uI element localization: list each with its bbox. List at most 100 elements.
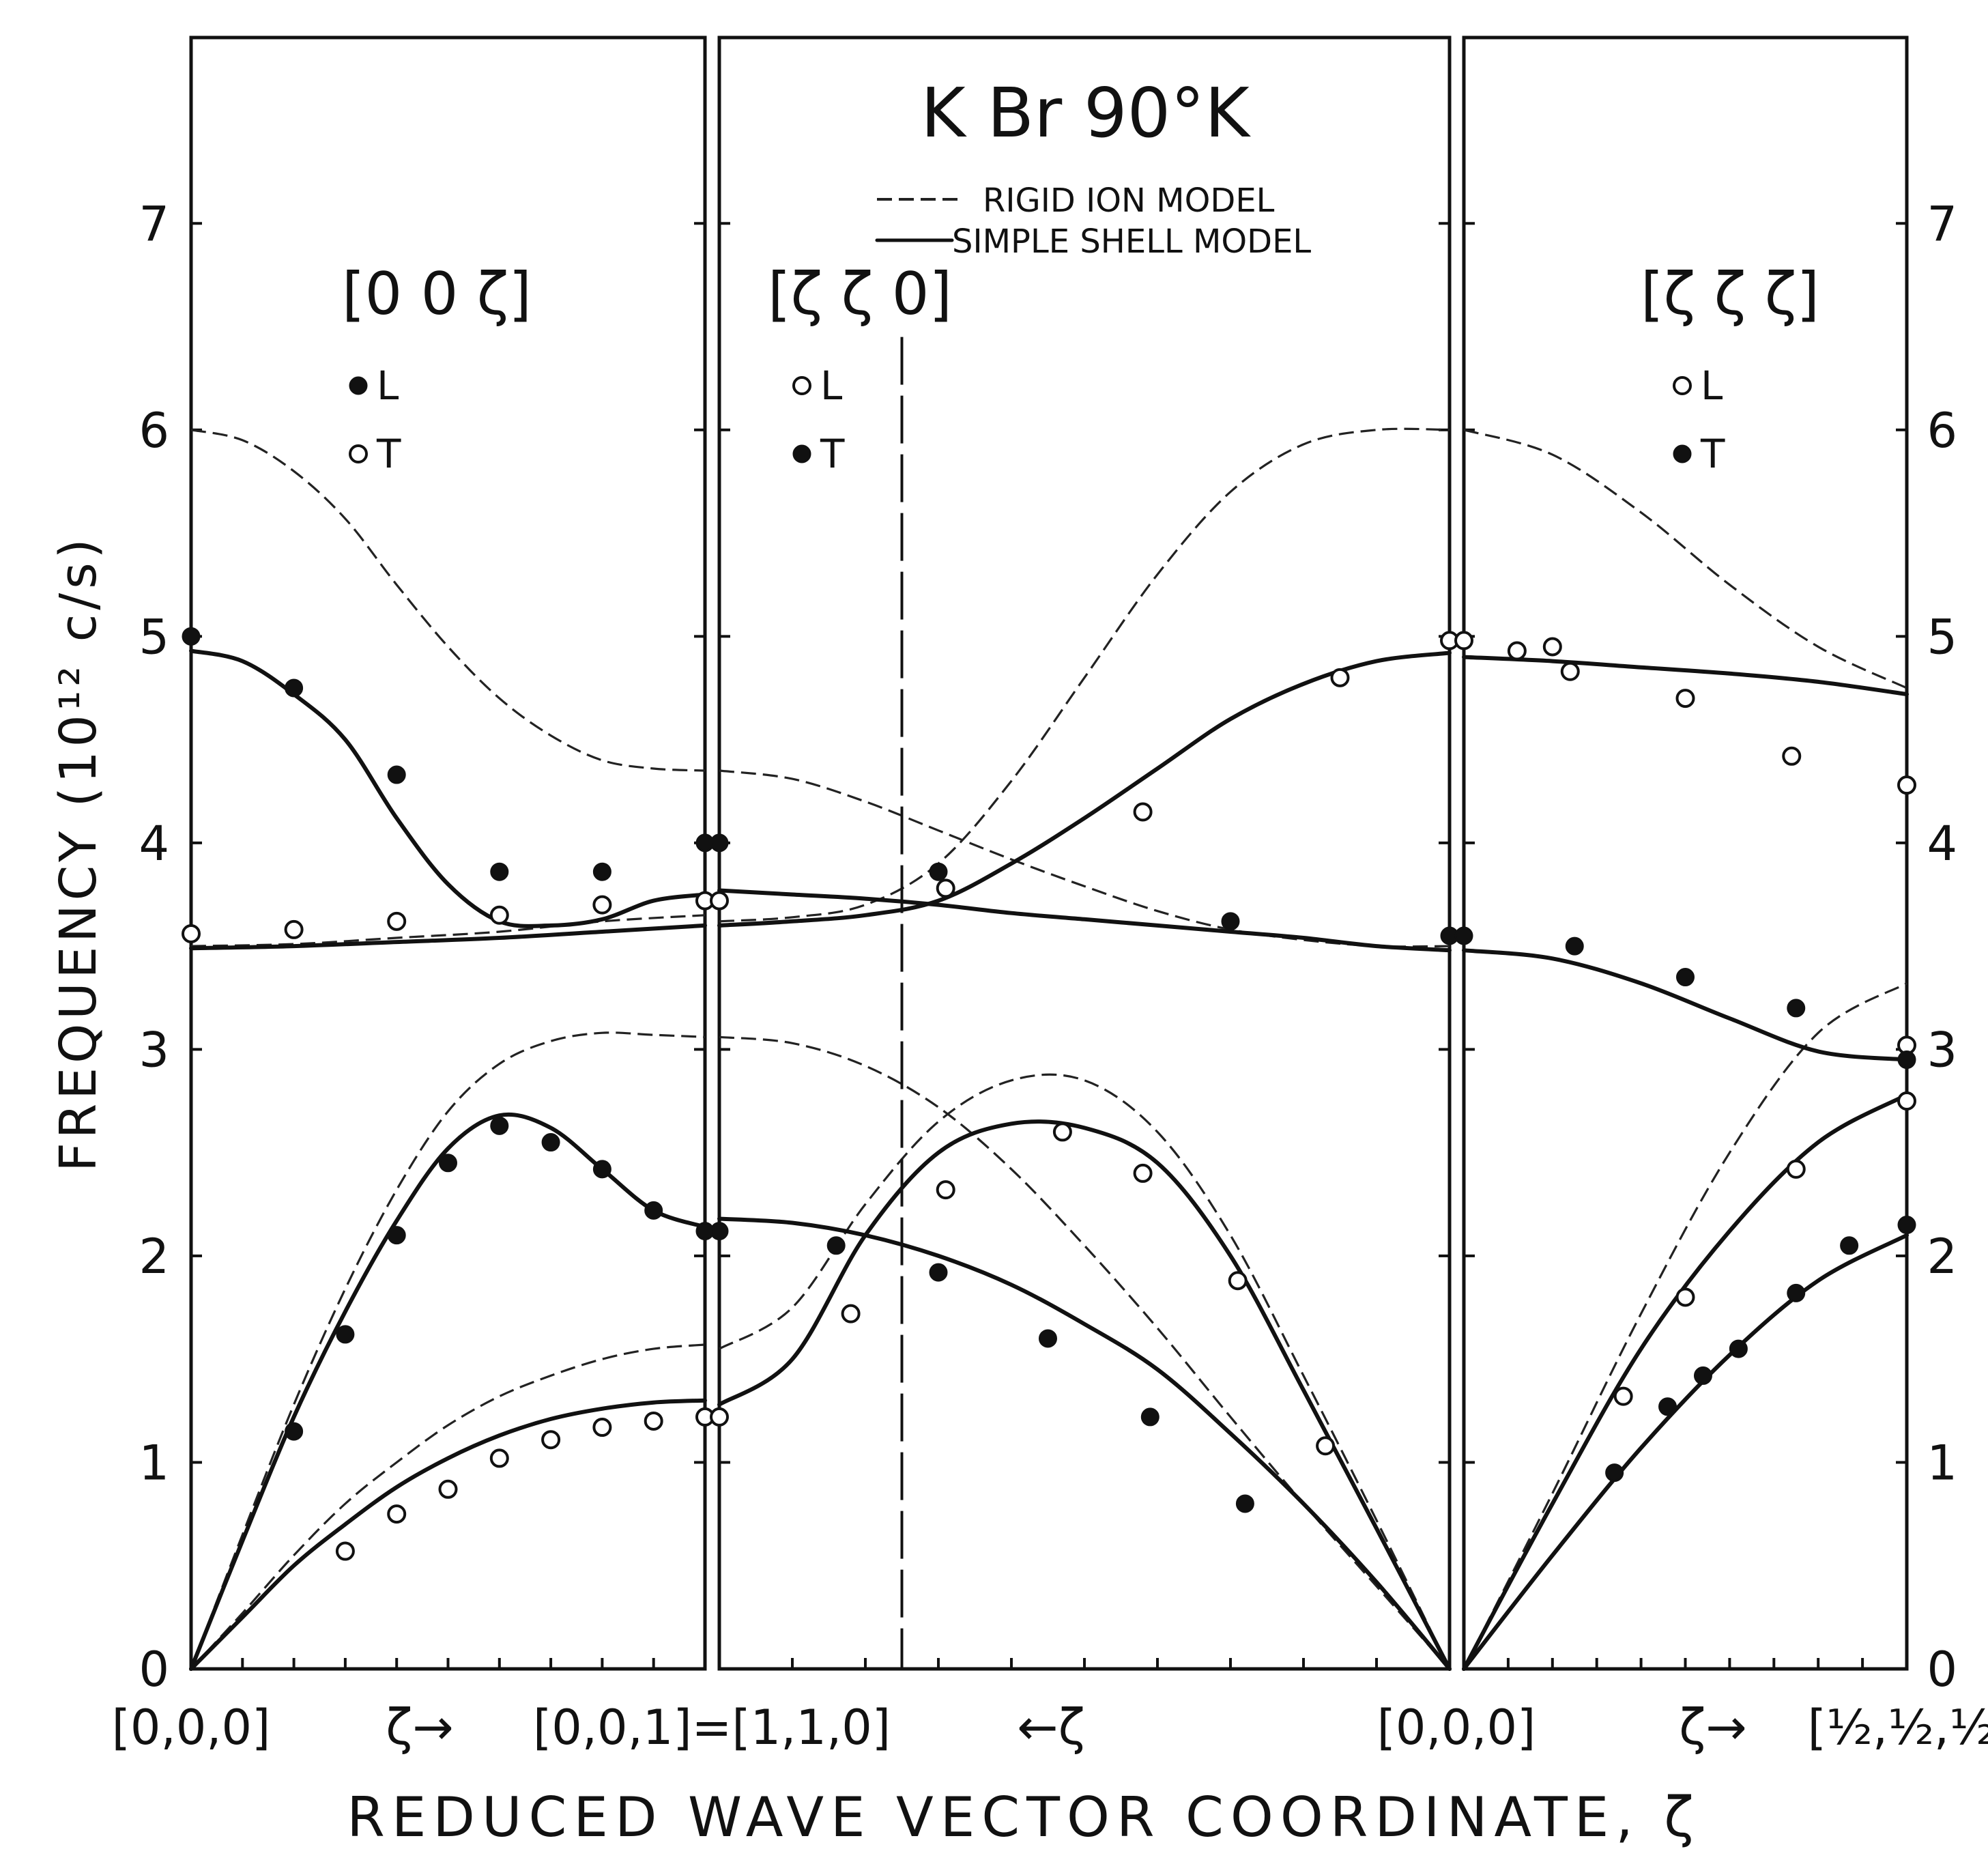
data-point-filled xyxy=(285,1422,304,1441)
experimental-points xyxy=(182,627,1916,1561)
data-point-open xyxy=(936,878,955,898)
data-point-filled xyxy=(1454,926,1473,945)
y-tick-label-left: 6 xyxy=(139,403,169,459)
chart-title: K Br 90°K xyxy=(921,73,1251,153)
rigid-ion-curve xyxy=(1463,982,1907,1670)
data-point-filled xyxy=(710,833,729,853)
data-point-filled xyxy=(1840,1236,1859,1255)
y-tick-label-left: 2 xyxy=(139,1229,169,1285)
y-tick-label-left: 3 xyxy=(139,1022,169,1078)
data-point-open xyxy=(182,924,201,943)
data-point-open xyxy=(1897,775,1916,795)
data-point-open xyxy=(710,891,729,911)
data-point-open xyxy=(438,1479,458,1499)
y-tick-label-right: 6 xyxy=(1927,403,1957,459)
data-point-filled xyxy=(541,1133,560,1152)
rigid-ion-curve xyxy=(719,427,1450,923)
y-tick-label-left: 7 xyxy=(139,196,169,252)
shell-model-curve xyxy=(1462,1093,1909,1671)
data-point-filled xyxy=(592,862,611,881)
legend-text-T: T xyxy=(820,431,845,477)
shell-model-curve xyxy=(189,1398,707,1671)
data-point-filled xyxy=(1039,1329,1057,1348)
y-tick-label-right: 1 xyxy=(1927,1435,1957,1491)
y-tick-label-right: 0 xyxy=(1927,1642,1957,1698)
legend-text-L: L xyxy=(820,362,842,409)
data-point-open xyxy=(1133,1163,1153,1183)
panel-label-111: [ζ ζ ζ] xyxy=(1641,260,1819,328)
data-point-open xyxy=(489,1448,509,1468)
y-tick-label-left: 5 xyxy=(139,609,169,665)
data-point-open xyxy=(592,895,612,915)
rigid-ion-curve xyxy=(1463,429,1907,689)
y-tick-label-right: 4 xyxy=(1927,816,1957,872)
data-point-filled xyxy=(490,862,509,881)
x-tick-label-gamma-right: [0,0,0] xyxy=(1377,1700,1536,1756)
data-point-open xyxy=(841,1304,861,1324)
x-tick-label-gamma-left: [0,0,0] xyxy=(112,1700,271,1756)
rigid-ion-curve xyxy=(190,429,706,772)
shell-model-curve xyxy=(717,650,1452,928)
y-tick-label-right: 5 xyxy=(1927,609,1957,665)
data-point-filled xyxy=(1658,1397,1677,1416)
data-point-filled xyxy=(710,1222,729,1241)
shell-model-curve xyxy=(717,1216,1452,1671)
rigid-ion-curve xyxy=(719,1035,1451,1670)
data-point-open xyxy=(387,911,407,931)
data-point-filled xyxy=(1605,1463,1624,1483)
data-point-open xyxy=(1330,668,1350,687)
legend-text-T: T xyxy=(376,431,401,477)
data-point-filled xyxy=(929,862,948,881)
legend-marker-filled xyxy=(792,444,811,463)
data-point-filled xyxy=(1729,1339,1748,1358)
data-point-open xyxy=(1507,641,1527,661)
legend-marker-filled xyxy=(349,376,368,395)
legend-shell-label: SIMPLE SHELL MODEL xyxy=(952,223,1311,261)
shell-model-curve xyxy=(189,923,707,951)
shell-model-curve xyxy=(717,888,1452,953)
data-point-open xyxy=(387,1504,407,1524)
data-point-open xyxy=(335,1541,355,1561)
data-point-open xyxy=(489,905,509,925)
rigid-ion-curve xyxy=(719,1073,1451,1670)
y-axis-title: FREQUENCY (10¹² c/s) xyxy=(49,534,108,1171)
panel-label-001: [0 0 ζ] xyxy=(342,260,532,328)
data-point-open xyxy=(1454,631,1473,650)
data-point-filled xyxy=(644,1201,663,1220)
legend-rigid-label: RIGID ION MODEL xyxy=(983,182,1275,220)
legend: RIGID ION MODEL SIMPLE SHELL MODEL xyxy=(875,182,1311,261)
shell-model-curve xyxy=(189,1112,707,1671)
rigid-ion-curve xyxy=(190,1343,706,1670)
data-point-filled xyxy=(592,1160,611,1179)
legend-text-T: T xyxy=(1700,431,1725,477)
data-point-filled xyxy=(387,765,406,784)
data-point-open xyxy=(1316,1436,1336,1456)
panel-legend-111: L T xyxy=(1673,362,1725,477)
y-tick-label-left: 0 xyxy=(139,1642,169,1698)
data-point-filled xyxy=(1235,1494,1254,1513)
shell-model-curve xyxy=(717,1119,1452,1671)
legend-marker-open xyxy=(792,376,811,395)
legend-marker-open xyxy=(349,444,368,463)
x-arrow-label-2: ←ζ xyxy=(1017,1698,1085,1756)
data-point-open xyxy=(284,919,304,939)
legend-marker-open xyxy=(1673,376,1692,395)
data-point-open xyxy=(1675,689,1695,709)
data-point-filled xyxy=(1897,1050,1916,1070)
legend-marker-filled xyxy=(1673,444,1692,463)
data-point-filled xyxy=(1693,1366,1712,1385)
legend-text-L: L xyxy=(377,362,399,409)
data-point-filled xyxy=(1140,1407,1159,1427)
x-arrow-label-1: ζ→ xyxy=(386,1698,454,1756)
shell-model-curve xyxy=(1462,655,1909,697)
data-point-filled xyxy=(1676,968,1695,987)
x-tick-label-zone-l: [½,½,½] xyxy=(1808,1700,1988,1756)
data-point-open xyxy=(1542,637,1562,657)
data-point-open xyxy=(1786,1159,1806,1179)
data-point-filled xyxy=(439,1154,457,1173)
shell-model-curve xyxy=(189,648,707,928)
y-tick-label-right: 2 xyxy=(1927,1229,1957,1285)
data-point-filled xyxy=(1787,1283,1806,1302)
data-point-filled xyxy=(387,1226,406,1245)
data-point-open xyxy=(1052,1122,1072,1142)
